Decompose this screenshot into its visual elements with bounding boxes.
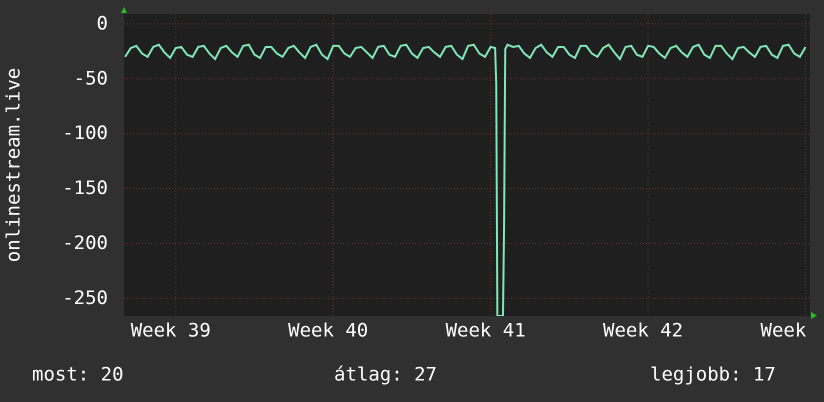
- data-line: [124, 43, 807, 316]
- plot-area: [124, 14, 810, 316]
- y-tick-label: -250: [62, 287, 108, 309]
- x-axis-arrow: [811, 312, 817, 319]
- x-tick-label: Week 42: [603, 320, 683, 342]
- y-tick-label: 0: [97, 12, 108, 34]
- y-tick-label: -50: [74, 67, 108, 89]
- y-tick-label: -200: [62, 232, 108, 254]
- y-axis-label: onlinestream.live: [3, 68, 25, 262]
- x-tick-label: Week 39: [131, 320, 211, 342]
- x-tick-label: Week: [761, 320, 807, 342]
- stat-current: most: 20: [32, 364, 124, 386]
- y-tick-label: -150: [62, 177, 108, 199]
- y-axis-arrow: [121, 7, 127, 13]
- y-tick-label: -100: [62, 122, 108, 144]
- x-tick-label: Week 40: [288, 320, 368, 342]
- stat-best: legjobb: 17: [650, 364, 776, 386]
- x-tick-label: Week 41: [446, 320, 526, 342]
- stat-average: átlag: 27: [334, 364, 437, 386]
